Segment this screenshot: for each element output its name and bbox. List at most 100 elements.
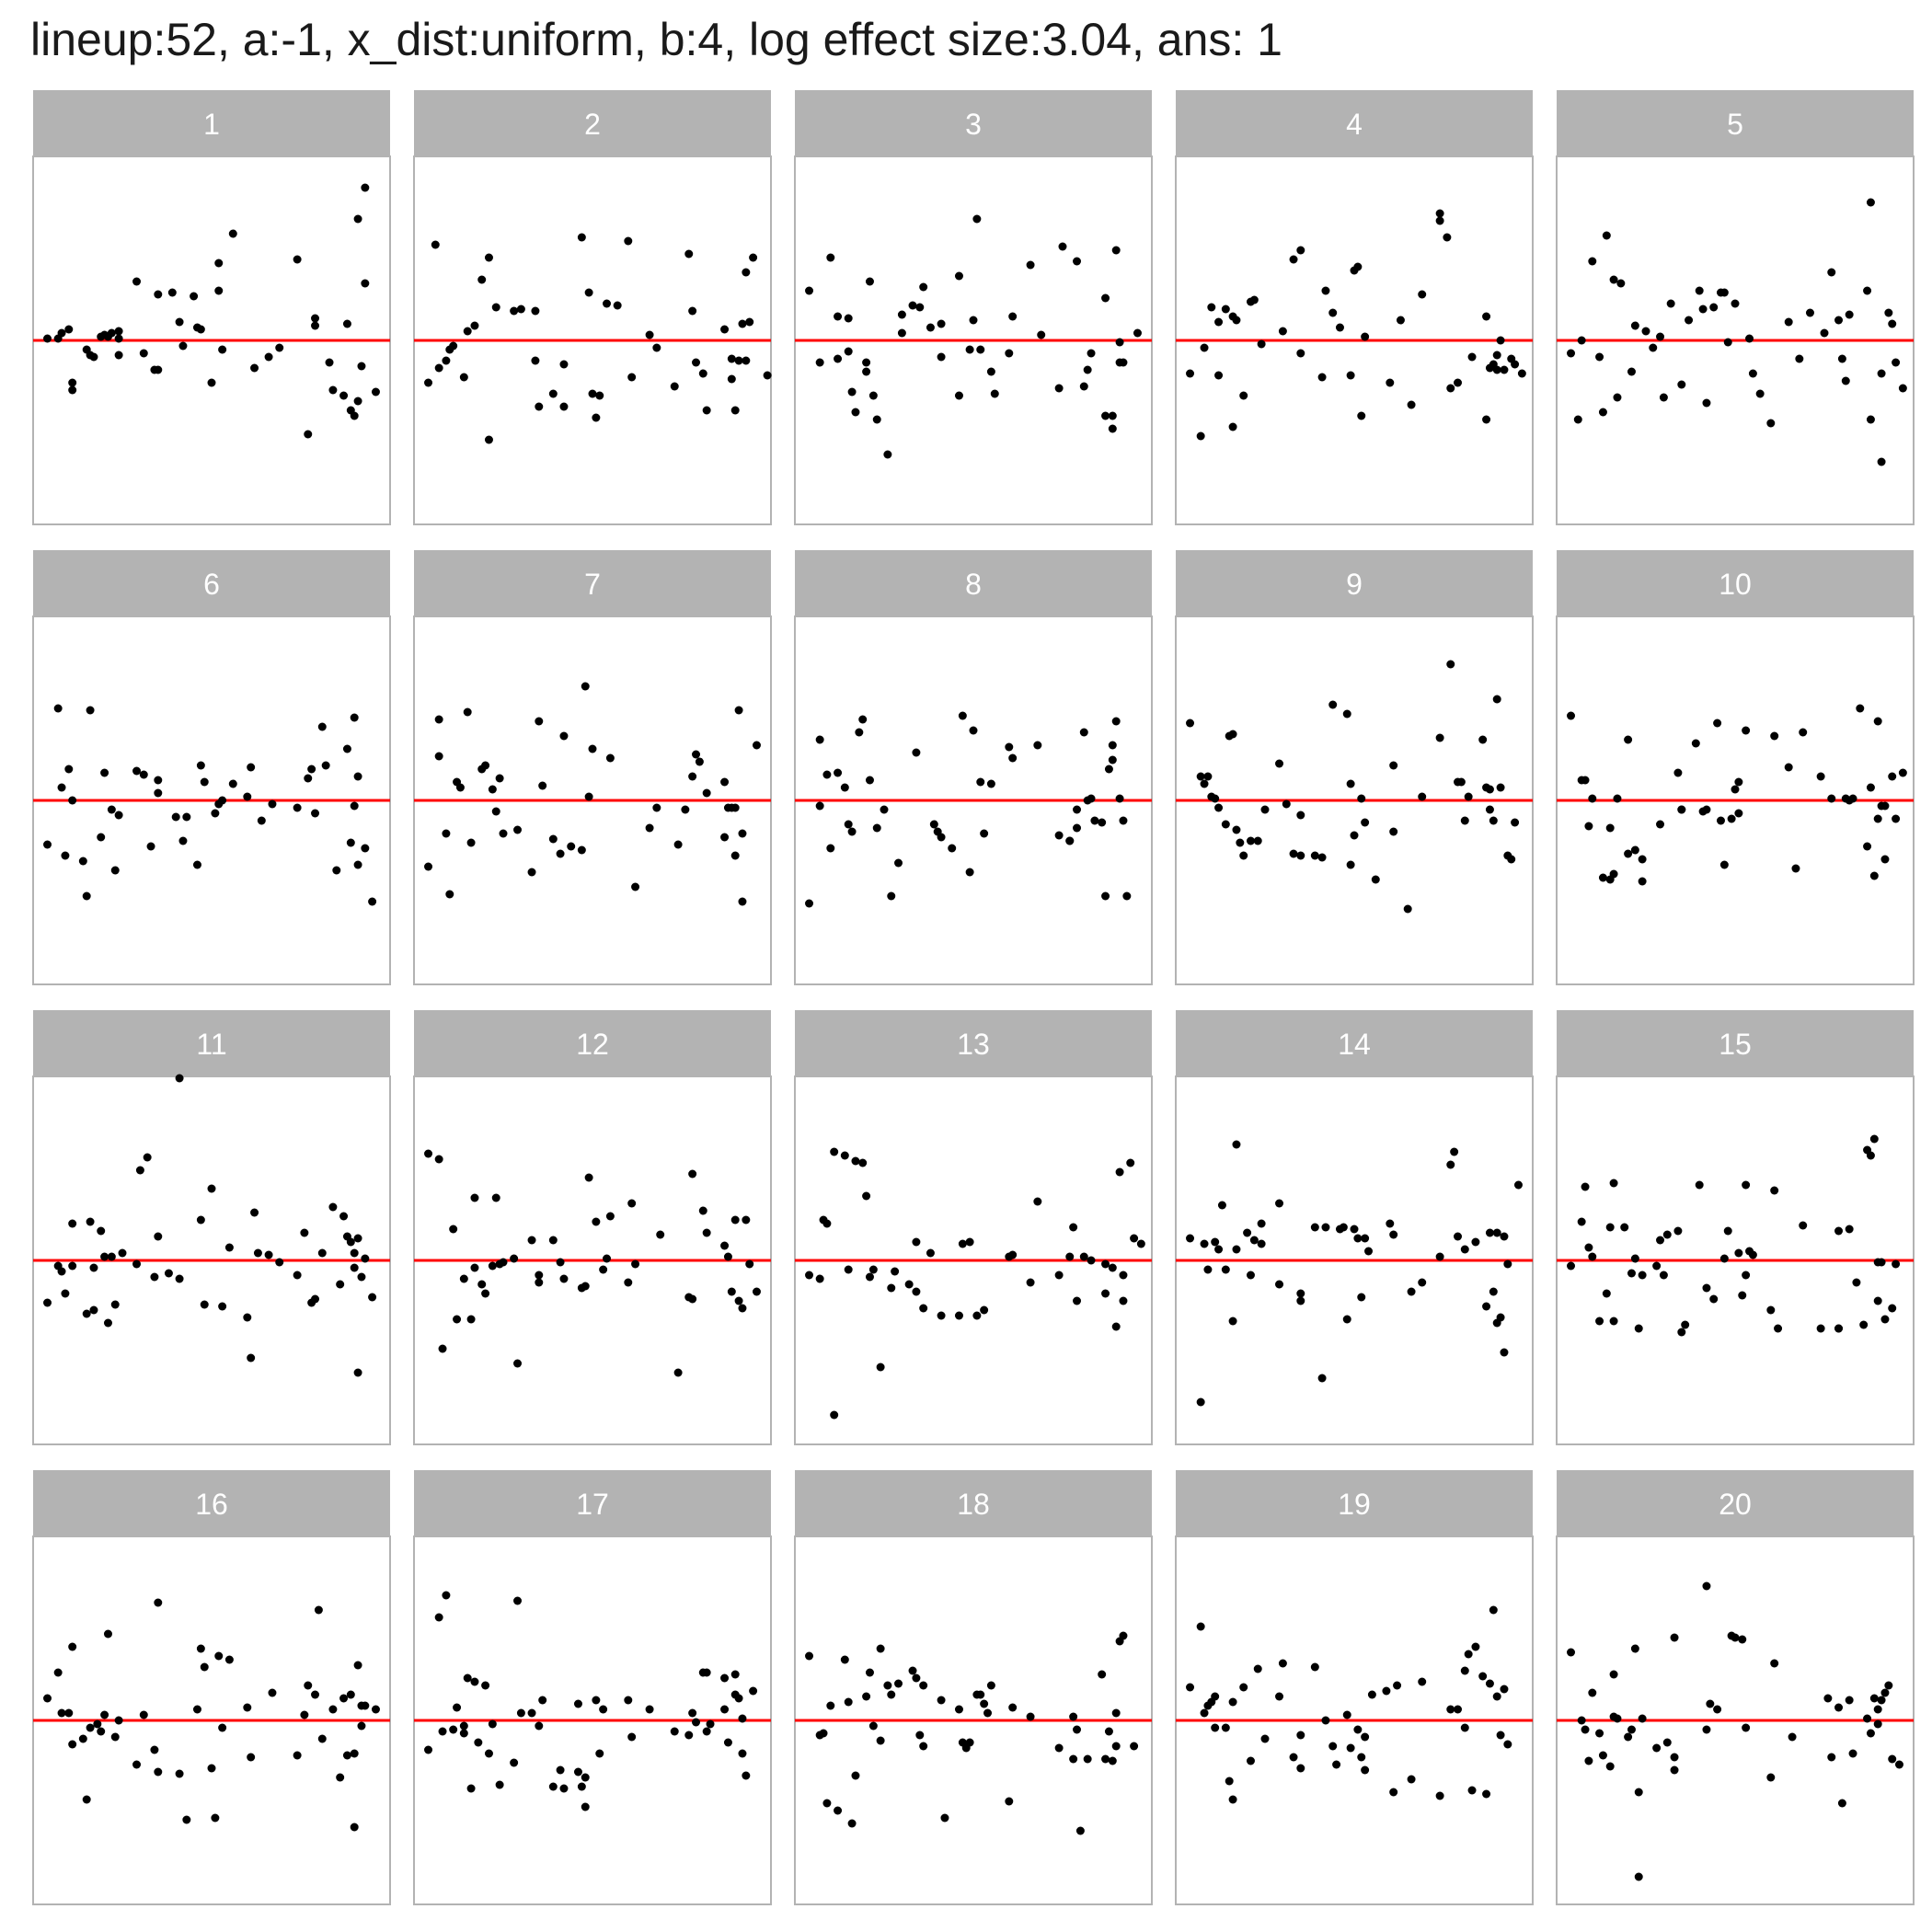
data-point — [1634, 1788, 1643, 1797]
data-point — [592, 1217, 601, 1226]
data-point — [434, 1613, 443, 1622]
data-point — [1108, 424, 1117, 433]
data-point — [937, 1696, 946, 1705]
data-point — [1834, 1226, 1844, 1236]
data-point — [567, 842, 576, 851]
data-point — [228, 229, 237, 238]
data-point — [466, 838, 476, 847]
facet-strip — [795, 1470, 1152, 1536]
data-point — [346, 1690, 355, 1699]
data-point — [826, 253, 835, 262]
data-point — [1496, 783, 1505, 792]
data-point — [1489, 1287, 1498, 1296]
data-point — [114, 327, 123, 336]
data-point — [438, 1344, 447, 1353]
data-point — [311, 314, 320, 323]
data-point — [100, 1252, 109, 1261]
data-point — [1677, 805, 1686, 814]
facet-panel-15: 15 — [1556, 1010, 1915, 1445]
data-point — [1507, 855, 1516, 864]
data-point — [190, 292, 199, 301]
data-point — [919, 1681, 928, 1690]
data-point — [114, 351, 123, 360]
data-point — [1196, 772, 1205, 781]
data-point — [1892, 1259, 1901, 1269]
data-point — [1482, 415, 1491, 424]
data-point — [247, 763, 256, 772]
data-point — [958, 1239, 967, 1248]
data-point — [1357, 794, 1366, 803]
data-point — [1108, 741, 1117, 750]
data-point — [1702, 398, 1711, 408]
data-point — [243, 792, 252, 801]
facet-strip-label: 17 — [576, 1488, 609, 1521]
data-point — [57, 1708, 66, 1718]
data-point — [1108, 1263, 1117, 1272]
data-point — [68, 1642, 77, 1651]
data-point — [304, 774, 313, 783]
data-point — [1652, 1743, 1662, 1753]
data-point — [1460, 1723, 1469, 1732]
data-point — [1310, 1662, 1319, 1672]
data-point — [969, 316, 978, 325]
data-point — [1069, 1712, 1078, 1721]
data-point — [317, 722, 327, 731]
data-point — [1503, 1259, 1512, 1269]
data-point — [730, 406, 740, 415]
data-point — [135, 1166, 144, 1175]
data-point — [434, 363, 443, 373]
data-point — [110, 1732, 120, 1742]
data-point — [311, 1690, 320, 1699]
data-point — [275, 1258, 284, 1267]
data-point — [1296, 1296, 1305, 1305]
facet-panel-2: 2 — [413, 90, 772, 525]
data-point — [965, 1237, 974, 1247]
data-point — [1567, 1261, 1576, 1271]
data-point — [167, 288, 177, 297]
data-point — [1454, 1232, 1463, 1241]
data-point — [1834, 1324, 1844, 1333]
data-point — [1460, 816, 1469, 825]
data-point — [805, 1271, 814, 1280]
data-point — [1296, 811, 1305, 820]
data-point — [720, 1705, 730, 1714]
facet-strip — [795, 1010, 1152, 1076]
data-point — [1122, 891, 1132, 901]
data-point — [851, 1771, 860, 1780]
data-point — [1609, 1179, 1618, 1188]
data-point — [293, 1271, 302, 1280]
data-point — [1500, 1348, 1509, 1357]
data-point — [1054, 1743, 1064, 1753]
data-point — [1386, 378, 1395, 387]
data-point — [1834, 316, 1844, 325]
data-point — [1403, 904, 1412, 914]
data-point — [986, 779, 995, 788]
data-point — [1435, 209, 1444, 218]
data-point — [484, 435, 493, 444]
data-point — [350, 411, 359, 420]
data-point — [1866, 783, 1875, 792]
data-point — [1649, 343, 1658, 352]
data-point — [368, 1293, 377, 1302]
data-point — [858, 1158, 868, 1167]
data-point — [196, 325, 205, 334]
facet-strip — [33, 550, 390, 616]
data-point — [1200, 1239, 1209, 1248]
data-point — [484, 253, 493, 262]
data-point — [1656, 1236, 1665, 1245]
data-point — [154, 1767, 163, 1777]
data-point — [698, 1206, 707, 1215]
data-point — [1670, 1753, 1679, 1762]
data-point — [559, 1784, 569, 1793]
facet-strip-label: 5 — [1727, 108, 1743, 141]
data-point — [1186, 1234, 1195, 1243]
data-point — [738, 1749, 747, 1758]
data-point — [1748, 369, 1757, 378]
data-point — [1350, 831, 1359, 840]
data-point — [531, 356, 540, 365]
data-point — [1200, 343, 1209, 352]
data-point — [1357, 411, 1366, 420]
data-point — [442, 1591, 451, 1600]
data-point — [470, 1263, 479, 1272]
data-point — [449, 1725, 458, 1734]
